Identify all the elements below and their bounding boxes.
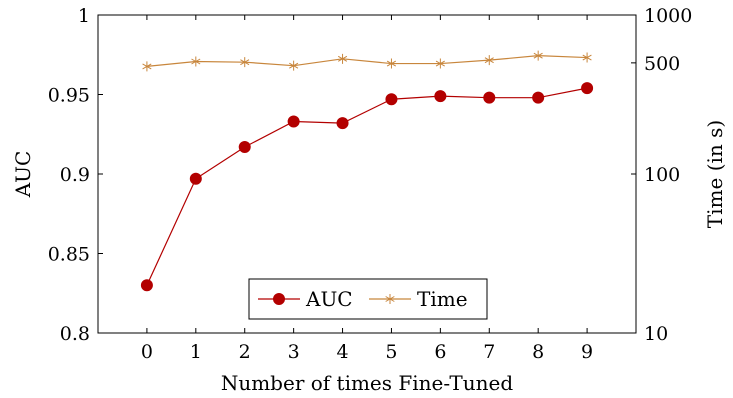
x-tick-label: 2 (239, 341, 251, 363)
series-line-auc (146, 87, 588, 286)
y-left-tick-label: 0.9 (60, 164, 90, 186)
data-point-auc (189, 172, 202, 185)
x-tick-label: 1 (190, 341, 202, 363)
x-tick-label: 9 (581, 341, 593, 363)
data-point-auc (140, 279, 153, 292)
data-point-auc (385, 93, 398, 106)
data-point-time (386, 58, 397, 69)
x-tick-label: 4 (336, 341, 348, 363)
data-point-auc (532, 91, 545, 104)
data-point-time (289, 60, 299, 71)
y-axis-right: 10 100 500 1000 (631, 5, 692, 345)
x-tick-label: 5 (385, 341, 397, 363)
legend-auc-label: AUC (305, 287, 353, 311)
x-tick-label: 7 (483, 341, 495, 363)
data-point-time (337, 53, 348, 64)
legend-box (248, 278, 488, 320)
legend-auc-marker (273, 293, 285, 305)
data-point-time (582, 52, 592, 63)
data-point-auc (434, 90, 447, 103)
data-point-auc (287, 115, 300, 128)
legend: AUC Time (248, 278, 488, 320)
y-axis-left: 0.8 0.85 0.9 0.95 1 (48, 5, 103, 345)
x-axis-label: Number of times Fine-Tuned (221, 371, 514, 395)
x-tick-label: 8 (532, 341, 544, 363)
y-right-tick-label: 1000 (644, 5, 692, 27)
y-left-tick-label: 0.85 (48, 244, 90, 266)
y-right-tick-label: 100 (644, 164, 680, 186)
y-axis-left-label: AUC (11, 151, 35, 199)
data-point-auc (483, 91, 496, 104)
data-point-time (533, 50, 543, 61)
legend-time-label: Time (417, 287, 468, 311)
data-point-time (191, 56, 201, 67)
x-tick-label: 3 (288, 341, 300, 363)
data-point-time (484, 55, 494, 66)
x-tick-label: 0 (141, 341, 153, 363)
x-axis: 0 1 2 3 4 5 6 7 8 9 (141, 15, 593, 363)
data-point-auc (581, 82, 594, 95)
data-point-time (142, 61, 152, 72)
data-point-auc (336, 117, 349, 130)
y-right-tick-label: 500 (644, 53, 680, 75)
series-layer (140, 50, 594, 292)
y-axis-right-label: Time (in s) (703, 120, 727, 228)
y-right-tick-label: 10 (644, 323, 668, 345)
y-left-tick-label: 0.8 (60, 323, 90, 345)
y-left-tick-label: 0.95 (48, 85, 90, 107)
series-line-time (146, 55, 588, 68)
y-left-tick-label: 1 (78, 5, 90, 27)
legend-time-star (385, 294, 395, 304)
data-point-auc (238, 140, 251, 153)
data-point-time (240, 57, 250, 68)
legend-time-marker (385, 294, 395, 304)
data-point-time (435, 58, 445, 69)
x-tick-label: 6 (434, 341, 446, 363)
